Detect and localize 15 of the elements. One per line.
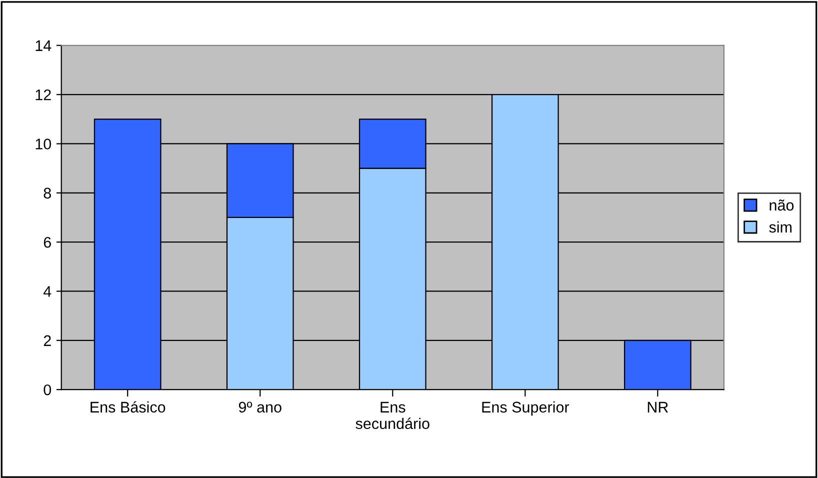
y-tick-label: 6: [44, 236, 51, 248]
y-tick-label: 0: [44, 384, 52, 396]
y-tick-label: 10: [36, 138, 52, 150]
x-tick-label: Ens Superior: [482, 401, 570, 416]
legend-label: não: [770, 200, 794, 211]
y-tick-label: 2: [44, 335, 51, 346]
x-tick-label: Ens Básico: [90, 401, 166, 413]
x-tick-label: NR: [648, 402, 668, 412]
x-tick-label: 9º ano: [238, 402, 282, 413]
x-tick-label: Ens secundário: [356, 402, 430, 430]
y-tick-label: 12: [36, 89, 51, 100]
y-tick-label: 4: [43, 286, 52, 297]
y-tick-label: 14: [36, 40, 52, 51]
legend-label: sim: [769, 221, 792, 233]
y-tick-label: 8: [44, 188, 51, 199]
